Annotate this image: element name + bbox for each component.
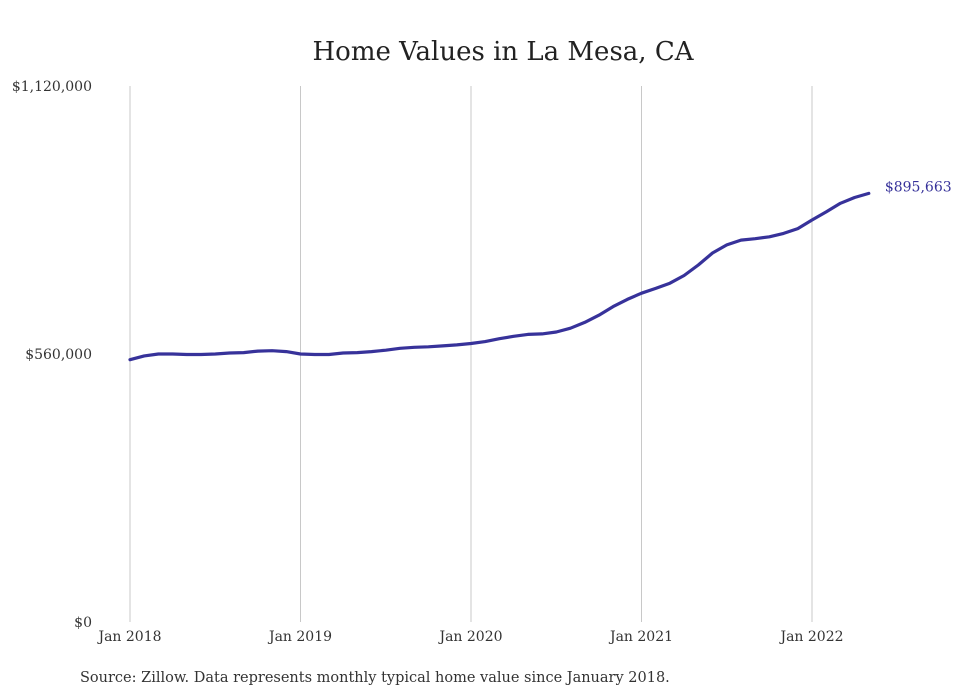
x-tick-label: Jan 2020: [437, 629, 502, 645]
x-tick-label: Jan 2018: [96, 629, 161, 645]
y-tick-label: $0: [74, 615, 92, 631]
x-tick-label: Jan 2021: [608, 629, 673, 645]
gridlines: [129, 86, 813, 622]
y-axis-ticks: $0 $560,000 $1,120,000: [12, 79, 92, 631]
x-tick-label: Jan 2022: [778, 629, 843, 645]
chart-title: Home Values in La Mesa, CA: [313, 37, 695, 67]
y-tick-label: $1,120,000: [12, 79, 92, 95]
end-value-label: $895,663: [885, 179, 952, 195]
series-line-home-values: [128, 191, 871, 362]
x-axis-ticks: Jan 2018 Jan 2019 Jan 2020 Jan 2021 Jan 2022: [96, 629, 843, 645]
y-tick-label: $560,000: [25, 347, 92, 363]
source-note: Source: Zillow. Data represents monthly …: [80, 670, 670, 686]
x-tick-label: Jan 2019: [267, 629, 332, 645]
